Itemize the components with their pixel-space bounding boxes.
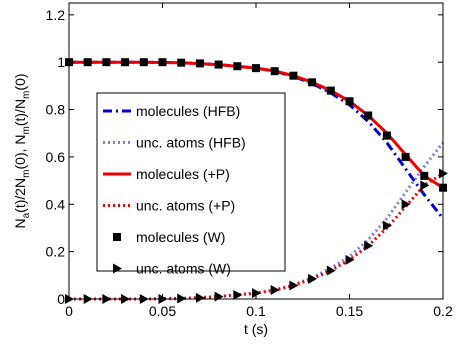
y-axis-ticks: 0 0.2 0.4 0.6 0.8 1 1.2 — [46, 7, 443, 307]
data-marker-square — [289, 71, 298, 80]
data-marker-triangle — [252, 288, 261, 299]
legend-label: molecules (W) — [136, 229, 225, 245]
data-marker-triangle — [326, 265, 336, 276]
data-marker-square — [177, 58, 186, 67]
legend-item: unc. atoms (HFB) — [103, 135, 246, 151]
x-axis-label: t (s) — [244, 321, 268, 337]
data-marker-triangle — [382, 220, 392, 231]
data-marker-square — [139, 58, 148, 67]
data-marker-square — [158, 58, 167, 67]
data-marker-triangle — [289, 280, 299, 291]
data-marker-square — [326, 86, 335, 95]
legend-item: molecules (W) — [113, 229, 225, 245]
data-marker-square — [420, 171, 429, 180]
data-marker-triangle — [195, 292, 205, 303]
legend-label: unc. atoms (+P) — [136, 198, 235, 214]
data-marker-triangle — [113, 263, 122, 274]
data-marker-triangle — [420, 180, 430, 191]
legend-label: unc. atoms (HFB) — [136, 135, 246, 151]
legend-item: molecules (HFB) — [103, 103, 240, 119]
series-line-3 — [69, 172, 444, 301]
y-axis-label-part: (t)/2N — [12, 178, 28, 213]
y-tick-label: 0.2 — [46, 244, 66, 260]
data-marker-square — [121, 58, 130, 67]
y-tick-label: 0.6 — [46, 149, 66, 165]
x-tick-label: 0.1 — [246, 303, 266, 319]
x-axis-ticks: 0 0.05 0.1 0.15 0.2 — [65, 3, 453, 319]
legend-label: unc. atoms (W) — [136, 261, 231, 277]
y-axis-label-part: (0), N — [12, 135, 28, 170]
y-axis-label-part: (t)/N — [12, 99, 28, 126]
data-marker-square — [345, 97, 354, 106]
legend-label: molecules (+P) — [136, 166, 230, 182]
y-axis-label-subscript: m — [21, 91, 32, 99]
data-marker-square — [382, 131, 391, 140]
x-tick-label: 0 — [65, 303, 73, 319]
data-marker-triangle — [364, 240, 374, 251]
y-tick-label: 0.4 — [46, 196, 66, 212]
legend-label: molecules (HFB) — [136, 103, 240, 119]
y-tick-label: 0.8 — [46, 102, 66, 118]
data-marker-triangle — [345, 254, 355, 265]
legend: molecules (HFB) unc. atoms (HFB) molecules… — [96, 92, 286, 277]
legend-item: unc. atoms (W) — [113, 261, 231, 277]
data-marker-square — [195, 59, 204, 68]
data-marker-square — [252, 64, 260, 73]
data-marker-square — [364, 111, 373, 120]
data-marker-square — [214, 60, 223, 69]
data-marker-square — [102, 58, 111, 67]
y-tick-label: 1 — [57, 54, 65, 70]
data-marker-triangle — [233, 289, 243, 300]
data-marker-triangle — [401, 199, 411, 210]
data-marker-square — [401, 152, 410, 161]
y-axis-label-part: (0) — [12, 73, 28, 90]
data-marker-triangle — [270, 285, 280, 296]
legend-item: unc. atoms (+P) — [103, 198, 235, 214]
x-tick-label: 0.2 — [433, 303, 453, 319]
x-tick-label: 0.15 — [336, 303, 363, 319]
legend-box — [96, 92, 286, 272]
data-marker-square — [233, 62, 242, 71]
y-axis-label: Na(t)/2Nm(0), Nm(t)/Nm(0) — [12, 73, 32, 228]
legend-items: molecules (HFB) unc. atoms (HFB) molecules… — [103, 103, 246, 277]
data-marker-square — [308, 78, 317, 87]
data-marker-triangle — [308, 273, 318, 284]
data-marker-square — [83, 58, 92, 67]
y-axis-label-part: N — [12, 218, 28, 228]
data-marker-square — [113, 233, 121, 241]
data-marker-square — [270, 67, 279, 76]
y-tick-label: 0 — [57, 291, 65, 307]
legend-item: molecules (+P) — [103, 166, 230, 182]
y-axis-label-subscript: m — [21, 170, 32, 178]
y-axis-label-subscript: a — [21, 212, 32, 218]
y-tick-label: 1.2 — [46, 7, 66, 23]
x-tick-label: 0.05 — [149, 303, 176, 319]
y-axis-label-subscript: m — [21, 126, 32, 134]
